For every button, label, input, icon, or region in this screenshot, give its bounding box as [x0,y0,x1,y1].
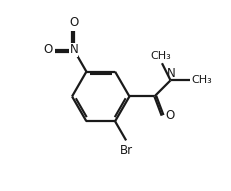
Text: O: O [165,109,175,122]
Text: N: N [70,44,78,57]
Text: Br: Br [120,144,133,157]
Text: O: O [69,16,79,29]
Text: CH₃: CH₃ [150,51,171,62]
Text: CH₃: CH₃ [192,75,213,85]
Text: O: O [43,44,53,57]
Text: N: N [167,67,176,80]
